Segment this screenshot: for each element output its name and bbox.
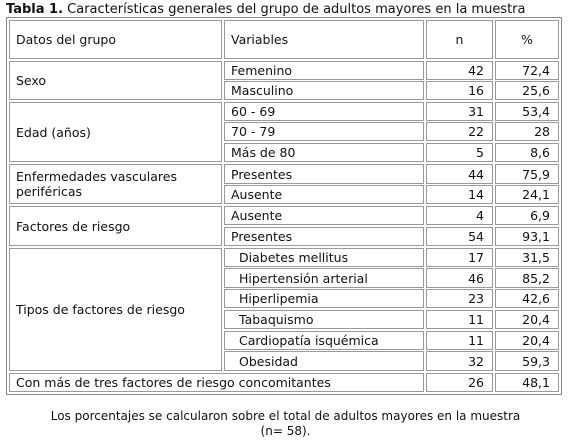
variable-cell: Diabetes mellitus — [224, 248, 424, 267]
table-caption: Características generales del grupo de a… — [63, 2, 526, 17]
percent-cell: 8,6 — [495, 143, 559, 162]
table-number: Tabla 1. — [6, 2, 64, 17]
n-cell: 11 — [426, 310, 493, 329]
summary-percent: 48,1 — [495, 373, 559, 392]
percent-cell: 85,2 — [495, 268, 559, 288]
variable-cell: Femenino — [224, 61, 424, 80]
group-label: Tipos de factores de riesgo — [9, 248, 222, 371]
variable-cell: Más de 80 — [224, 143, 424, 162]
percent-cell: 6,9 — [495, 206, 559, 225]
variable-cell: Ausente — [224, 206, 424, 225]
variable-cell: Tabaquismo — [224, 310, 424, 329]
variable-cell: Hipertensión arterial — [224, 268, 424, 288]
n-cell: 17 — [426, 248, 493, 267]
table-frame — [6, 17, 562, 395]
variable-cell: Ausente — [224, 185, 424, 204]
variable-cell: Presentes — [224, 227, 424, 246]
footnote-line-2: (n= 58). — [260, 424, 311, 438]
percent-cell: 31,5 — [495, 248, 559, 267]
group-label: Edad (años) — [9, 102, 222, 162]
summary-n: 26 — [426, 373, 493, 392]
percent-cell: 20,4 — [495, 331, 559, 350]
n-cell: 54 — [426, 227, 493, 246]
table-title: Tabla 1. Características generales del g… — [6, 2, 526, 18]
n-cell: 11 — [426, 331, 493, 350]
variable-cell: 70 - 79 — [224, 122, 424, 141]
percent-cell: 93,1 — [495, 227, 559, 246]
summary-label: Con más de tres factores de riesgo conco… — [9, 373, 424, 392]
n-cell: 42 — [426, 61, 493, 80]
variable-cell: Presentes — [224, 164, 424, 184]
n-cell: 44 — [426, 164, 493, 184]
n-cell: 22 — [426, 122, 493, 141]
percent-cell: 28 — [495, 122, 559, 141]
n-cell: 5 — [426, 143, 493, 162]
header-group: Datos del grupo — [9, 20, 222, 59]
n-cell: 16 — [426, 81, 493, 100]
n-cell: 31 — [426, 102, 493, 121]
percent-cell: 25,6 — [495, 81, 559, 100]
n-cell: 14 — [426, 185, 493, 204]
variable-cell: Masculino — [224, 81, 424, 100]
n-cell: 32 — [426, 351, 493, 371]
footnote-line-1: Los porcentajes se calcularon sobre el t… — [50, 409, 521, 423]
n-cell: 4 — [426, 206, 493, 225]
percent-cell: 59,3 — [495, 351, 559, 371]
group-label: Sexo — [9, 61, 222, 100]
percent-cell: 20,4 — [495, 310, 559, 329]
variable-cell: Hiperlipemia — [224, 289, 424, 308]
header-n: n — [426, 20, 493, 59]
percent-cell: 24,1 — [495, 185, 559, 204]
n-cell: 23 — [426, 289, 493, 308]
group-label: Factores de riesgo — [9, 206, 222, 246]
variable-cell: Cardiopatía isquémica — [224, 331, 424, 350]
percent-cell: 53,4 — [495, 102, 559, 121]
n-cell: 46 — [426, 268, 493, 288]
variable-cell: Obesidad — [224, 351, 424, 371]
percent-cell: 72,4 — [495, 61, 559, 80]
header-percent: % — [495, 20, 559, 59]
variable-cell: 60 - 69 — [224, 102, 424, 121]
percent-cell: 42,6 — [495, 289, 559, 308]
group-label: Enfermedades vasculares periféricas — [9, 164, 222, 204]
percent-cell: 75,9 — [495, 164, 559, 184]
header-variables: Variables — [224, 20, 424, 59]
